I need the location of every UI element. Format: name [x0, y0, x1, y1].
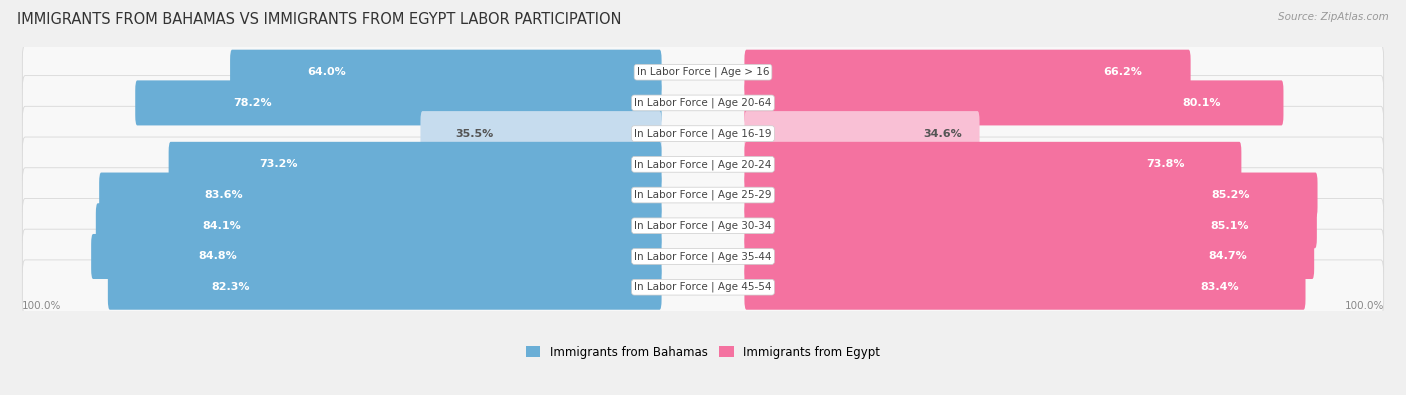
- Text: 83.6%: 83.6%: [205, 190, 243, 200]
- Text: In Labor Force | Age 45-54: In Labor Force | Age 45-54: [634, 282, 772, 292]
- FancyBboxPatch shape: [231, 50, 662, 95]
- FancyBboxPatch shape: [22, 106, 1384, 161]
- FancyBboxPatch shape: [22, 198, 1384, 253]
- FancyBboxPatch shape: [744, 81, 1284, 126]
- FancyBboxPatch shape: [22, 260, 1384, 314]
- Text: 64.0%: 64.0%: [307, 67, 346, 77]
- FancyBboxPatch shape: [22, 75, 1384, 130]
- Text: 84.7%: 84.7%: [1208, 252, 1247, 261]
- FancyBboxPatch shape: [744, 265, 1306, 310]
- Text: 73.8%: 73.8%: [1146, 159, 1185, 169]
- Legend: Immigrants from Bahamas, Immigrants from Egypt: Immigrants from Bahamas, Immigrants from…: [522, 341, 884, 363]
- Text: In Labor Force | Age 30-34: In Labor Force | Age 30-34: [634, 220, 772, 231]
- FancyBboxPatch shape: [744, 111, 980, 156]
- FancyBboxPatch shape: [744, 50, 1191, 95]
- Text: 83.4%: 83.4%: [1201, 282, 1239, 292]
- Text: 78.2%: 78.2%: [233, 98, 271, 108]
- Text: 66.2%: 66.2%: [1102, 67, 1142, 77]
- Text: 100.0%: 100.0%: [21, 301, 60, 311]
- FancyBboxPatch shape: [135, 81, 662, 126]
- Text: 35.5%: 35.5%: [456, 129, 494, 139]
- Text: IMMIGRANTS FROM BAHAMAS VS IMMIGRANTS FROM EGYPT LABOR PARTICIPATION: IMMIGRANTS FROM BAHAMAS VS IMMIGRANTS FR…: [17, 12, 621, 27]
- FancyBboxPatch shape: [22, 137, 1384, 192]
- Text: In Labor Force | Age 16-19: In Labor Force | Age 16-19: [634, 128, 772, 139]
- Text: 80.1%: 80.1%: [1182, 98, 1220, 108]
- Text: 84.8%: 84.8%: [198, 252, 238, 261]
- Text: 100.0%: 100.0%: [1346, 301, 1385, 311]
- Text: 85.1%: 85.1%: [1211, 221, 1249, 231]
- Text: In Labor Force | Age > 16: In Labor Force | Age > 16: [637, 67, 769, 77]
- FancyBboxPatch shape: [100, 173, 662, 218]
- FancyBboxPatch shape: [22, 45, 1384, 100]
- Text: In Labor Force | Age 25-29: In Labor Force | Age 25-29: [634, 190, 772, 200]
- FancyBboxPatch shape: [169, 142, 662, 187]
- Text: In Labor Force | Age 35-44: In Labor Force | Age 35-44: [634, 251, 772, 262]
- FancyBboxPatch shape: [22, 168, 1384, 222]
- FancyBboxPatch shape: [91, 234, 662, 279]
- Text: In Labor Force | Age 20-64: In Labor Force | Age 20-64: [634, 98, 772, 108]
- FancyBboxPatch shape: [744, 203, 1317, 248]
- FancyBboxPatch shape: [744, 142, 1241, 187]
- Text: 85.2%: 85.2%: [1211, 190, 1250, 200]
- FancyBboxPatch shape: [744, 234, 1315, 279]
- FancyBboxPatch shape: [744, 173, 1317, 218]
- Text: Source: ZipAtlas.com: Source: ZipAtlas.com: [1278, 12, 1389, 22]
- Text: 34.6%: 34.6%: [924, 129, 962, 139]
- Text: 84.1%: 84.1%: [202, 221, 240, 231]
- Text: 73.2%: 73.2%: [259, 159, 298, 169]
- FancyBboxPatch shape: [22, 229, 1384, 284]
- FancyBboxPatch shape: [420, 111, 662, 156]
- Text: In Labor Force | Age 20-24: In Labor Force | Age 20-24: [634, 159, 772, 169]
- FancyBboxPatch shape: [96, 203, 662, 248]
- FancyBboxPatch shape: [108, 265, 662, 310]
- Text: 82.3%: 82.3%: [211, 282, 250, 292]
